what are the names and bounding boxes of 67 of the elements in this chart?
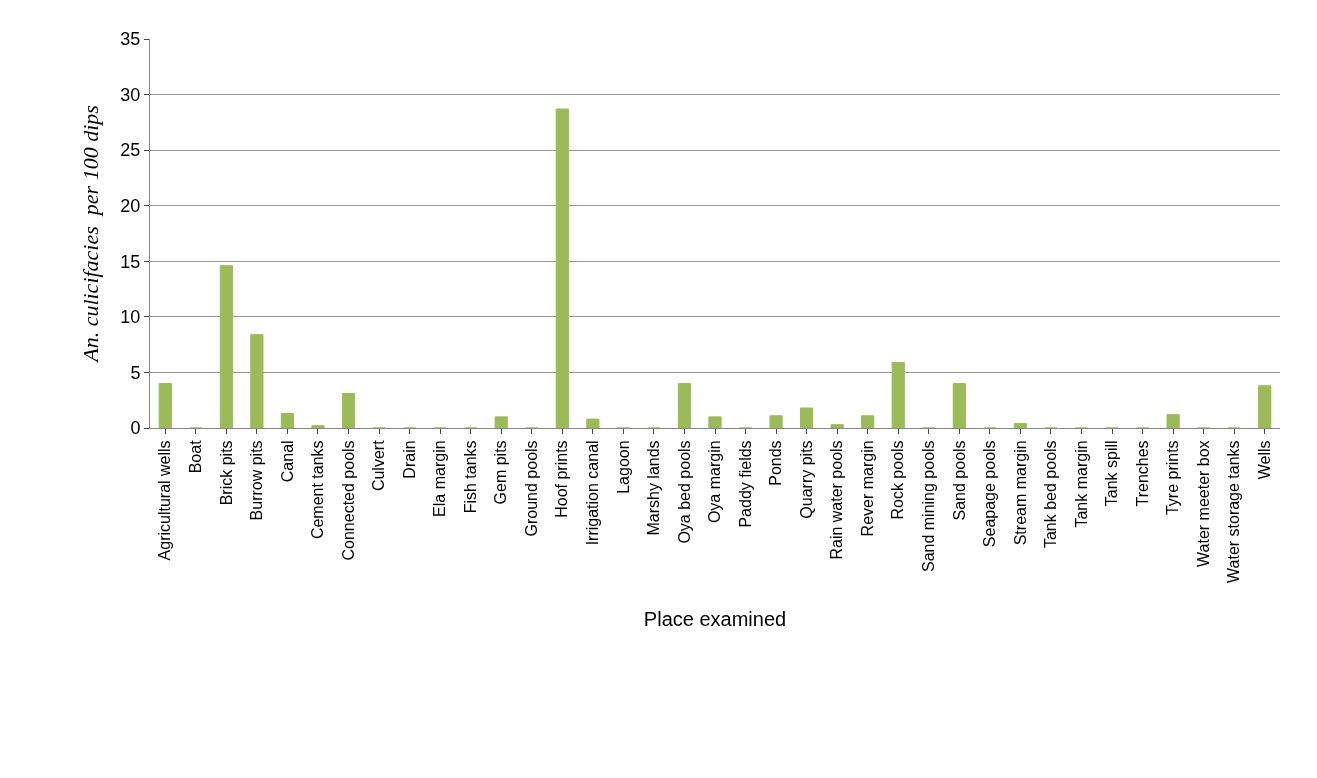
bar [250, 334, 264, 428]
bar [1258, 385, 1272, 428]
x-tick-label: Stream margin [1011, 440, 1029, 546]
bar [952, 383, 966, 428]
x-tick-label: Paddy fields [736, 440, 754, 528]
x-tick-label: Rock pools [889, 440, 907, 520]
x-tick-label: Tyre prints [1164, 440, 1182, 516]
bar [341, 393, 356, 428]
x-tick-label: Connected pools [339, 440, 357, 561]
x-tick-label: Quarry pits [797, 440, 815, 519]
bar [280, 413, 295, 428]
bar [158, 383, 172, 428]
x-tick-label: Boat [187, 439, 205, 474]
bar [800, 407, 814, 428]
bar [677, 383, 692, 428]
bar [219, 265, 233, 428]
bar [311, 425, 325, 428]
y-tick-label: 25 [120, 140, 141, 161]
x-tick-label: Cement tanks [309, 440, 327, 540]
x-tick-label: Irrigation canal [584, 440, 602, 546]
y-tick-label: 5 [130, 362, 141, 383]
bar [555, 108, 569, 428]
bar [891, 361, 905, 428]
y-tick-label: 35 [120, 29, 141, 50]
x-tick-label: Tank spill [1103, 440, 1121, 507]
y-tick-label: 0 [130, 418, 141, 439]
x-tick-label: Burrow pits [248, 440, 266, 521]
y-tick-label: 20 [120, 196, 141, 217]
x-tick-label: Oya margin [706, 440, 724, 524]
bar [1166, 414, 1180, 428]
x-tick-label: Sand pools [950, 440, 968, 521]
bar [1013, 423, 1028, 428]
x-tick-label: Marshy lands [645, 440, 663, 536]
bar [586, 418, 600, 428]
x-tick-label: Water meeter box [1194, 440, 1212, 567]
x-tick-label: Culvert [370, 439, 388, 492]
x-tick-label: Seapage pools [981, 440, 999, 548]
x-tick-label: Oya bed pools [675, 440, 693, 544]
x-tick-label: Wells [1255, 440, 1273, 480]
bar [830, 424, 844, 428]
x-tick-label: Agricultural wells [156, 440, 174, 561]
x-tick-label: Ground pools [522, 440, 540, 537]
x-tick-label: Rain water pools [828, 440, 846, 560]
x-tick-label: Sand mining pools [919, 440, 937, 573]
y-tick-label: 15 [120, 251, 141, 272]
y-tick-label: 30 [120, 84, 141, 105]
x-tick-label: Water storage tanks [1225, 440, 1243, 583]
x-tick-label: Tank bed pools [1042, 440, 1060, 549]
x-tick-label: Fish tanks [461, 440, 479, 514]
x-tick-label: Lagoon [614, 440, 632, 494]
x-tick-label: Drain [400, 440, 418, 479]
x-tick-label: Trenches [1133, 440, 1151, 507]
y-axis-title: An. culicifacies per 100 dips [78, 105, 104, 364]
x-tick-label: Hoof prints [553, 440, 571, 518]
x-tick-label: Gem pits [492, 440, 510, 505]
x-tick-label: Ponds [767, 440, 785, 486]
bar [861, 415, 875, 428]
bar [769, 415, 783, 428]
bar [494, 416, 508, 428]
y-tick-label: 10 [120, 307, 141, 328]
x-tick-label: Tank margin [1072, 440, 1090, 528]
x-tick-label: Ela margin [431, 440, 449, 517]
x-axis-title: Place examined [643, 608, 787, 631]
x-tick-label: Canal [278, 440, 296, 483]
x-tick-label: Rever margin [858, 440, 876, 537]
bar [708, 416, 722, 428]
x-tick-label: Brick pits [217, 440, 235, 506]
